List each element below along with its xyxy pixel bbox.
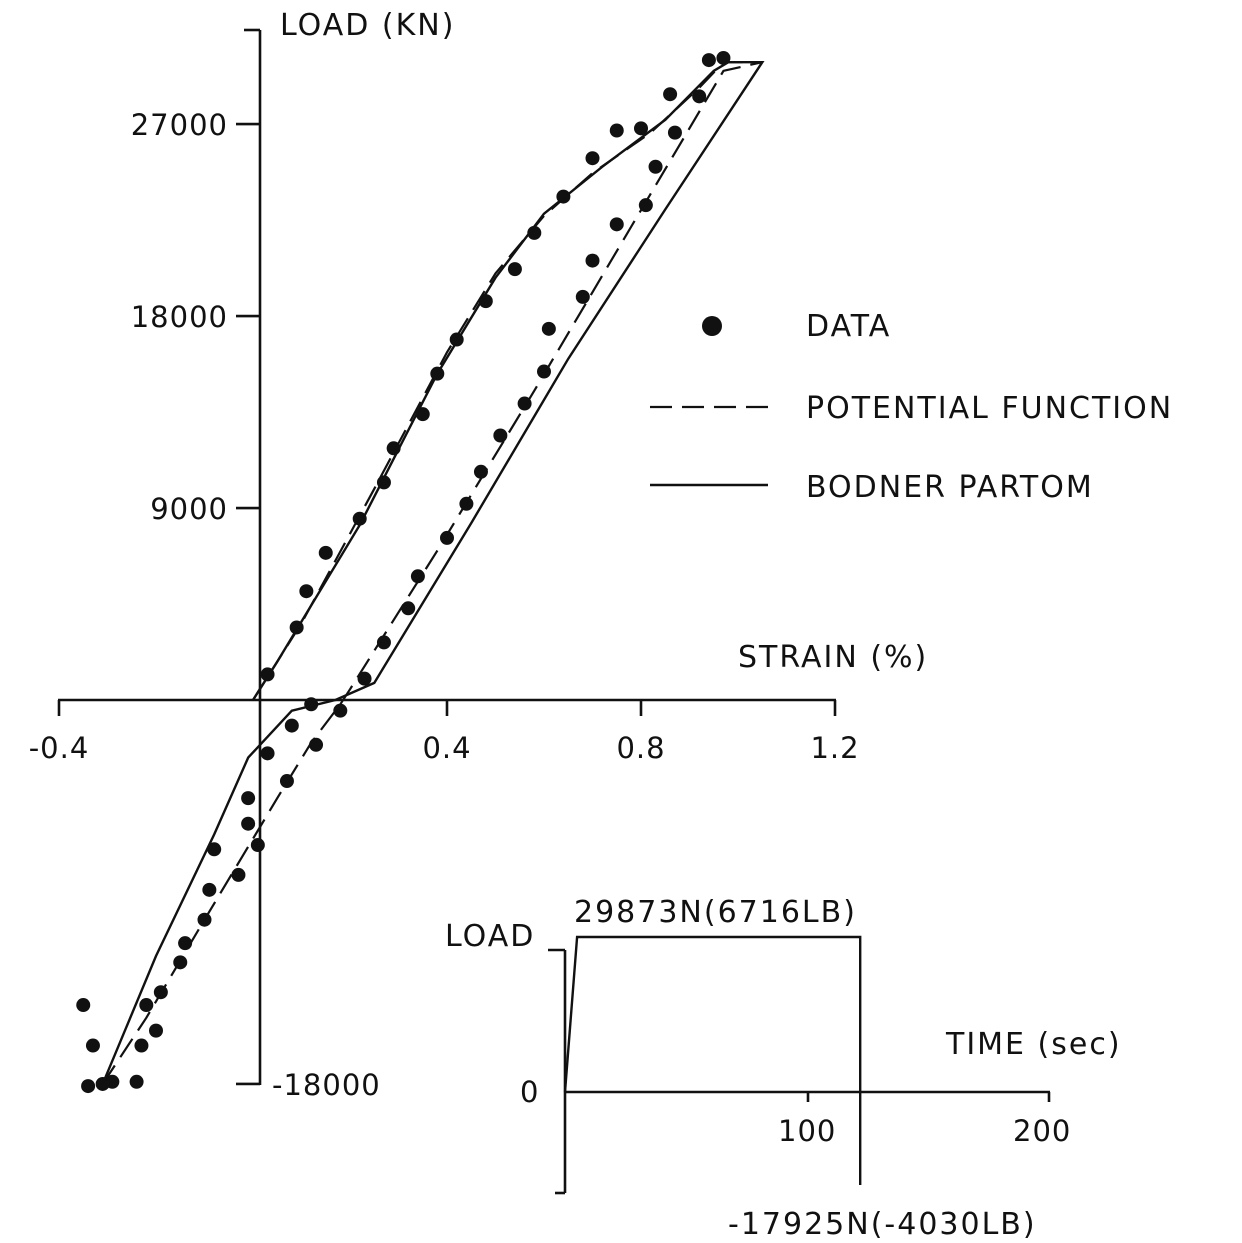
data-point (95, 1076, 110, 1091)
data-point (507, 262, 522, 277)
data-point (357, 671, 372, 686)
data-point (149, 1023, 163, 1038)
data-point (241, 791, 256, 806)
legend: DATA POTENTIAL FUNCTION BODNER PARTOM (650, 309, 1173, 505)
x-tick-label: 1.2 (810, 731, 859, 765)
data-point (609, 123, 624, 138)
inset-x-axis-label: TIME (sec) (945, 1027, 1122, 1062)
data-point (76, 998, 91, 1013)
data-point (410, 569, 425, 584)
y-tick-label: 18000 (131, 300, 228, 334)
data-point (202, 882, 217, 897)
x-axis-label: STRAIN (%) (738, 640, 928, 675)
data-point (299, 584, 314, 599)
data-point (241, 816, 256, 831)
data-point (585, 253, 600, 268)
inset-y-tick-zero: 0 (520, 1075, 539, 1109)
bodner-partom-curve (101, 61, 765, 1085)
y-tick-label: -18000 (272, 1068, 381, 1102)
y-axis-ticks: 27000 18000 9000 -18000 (131, 108, 381, 1102)
inset-load-curve (563, 935, 862, 1185)
data-point (634, 121, 648, 136)
data-point (473, 464, 488, 479)
data-point (692, 89, 707, 104)
data-point (284, 718, 299, 733)
y-axis-label: LOAD (KN) (280, 8, 455, 43)
data-point (541, 321, 556, 336)
x-tick-label: 0.4 (422, 731, 471, 765)
x-tick-label: 0.8 (616, 731, 665, 765)
x-tick-label: -0.4 (29, 731, 90, 765)
inset-min-load-label: -17925N(-4030LB) (728, 1207, 1037, 1242)
inset-load-history: LOAD 29873N(6716LB) TIME (sec) 0 100 200… (445, 895, 1122, 1242)
data-point (401, 601, 416, 616)
data-point (333, 703, 348, 718)
inset-max-load-label: 29873N(6716LB) (574, 895, 857, 930)
data-point (81, 1079, 96, 1094)
data-point (701, 53, 716, 68)
legend-label-data: DATA (806, 309, 891, 344)
data-point (667, 125, 682, 140)
x-axis-ticks: -0.4 0.4 0.8 1.2 (29, 700, 859, 765)
legend-data-marker (702, 316, 722, 336)
data-point (663, 87, 678, 102)
data-point (609, 217, 624, 232)
data-point (207, 842, 222, 857)
inset-x-tick-label-200: 200 (1013, 1114, 1071, 1148)
data-point (575, 289, 590, 304)
data-point (585, 151, 600, 166)
legend-label-potential-function: POTENTIAL FUNCTION (806, 391, 1173, 426)
y-tick-label: 9000 (150, 492, 228, 526)
plot-area (76, 50, 765, 1094)
data-point (134, 1038, 149, 1053)
y-tick-label: 27000 (131, 108, 228, 142)
legend-label-bodner-partom: BODNER PARTOM (806, 470, 1094, 505)
inset-x-tick-label-100: 100 (778, 1114, 836, 1148)
data-point (231, 867, 246, 882)
potential-function-curve (101, 61, 763, 1085)
inset-y-axis-label: LOAD (445, 919, 535, 954)
data-point (250, 838, 265, 853)
data-point (260, 746, 275, 761)
data-point (139, 998, 154, 1013)
data-point (318, 545, 333, 560)
data-point (129, 1074, 144, 1089)
data-point (493, 428, 508, 443)
main-chart: 27000 18000 9000 -18000 -0.4 0.4 0.8 1.2 LOAD … (29, 8, 928, 1102)
data-point (85, 1038, 100, 1053)
data-point (648, 159, 663, 174)
